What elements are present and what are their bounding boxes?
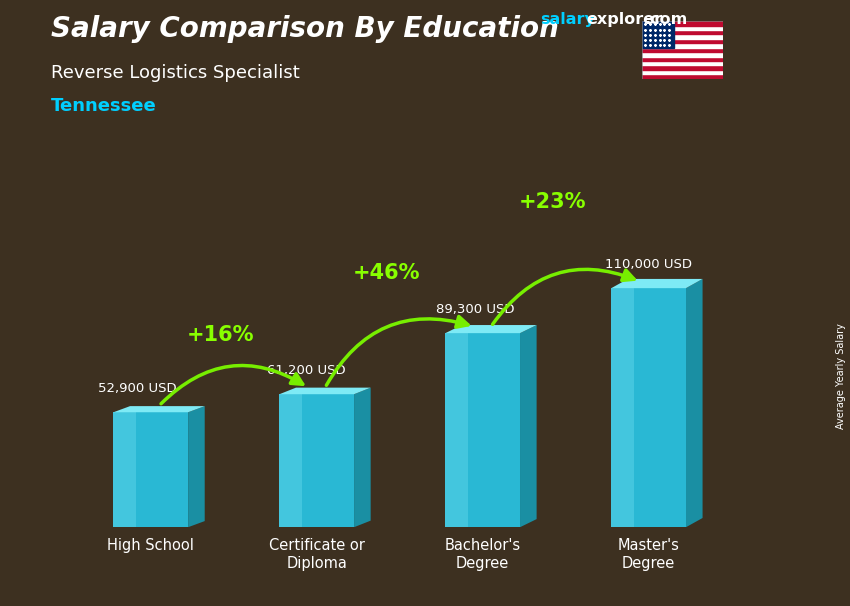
Bar bbox=[642, 25, 722, 30]
Polygon shape bbox=[611, 288, 686, 527]
Polygon shape bbox=[354, 388, 371, 527]
Polygon shape bbox=[445, 333, 468, 527]
Text: explorer: explorer bbox=[586, 12, 663, 27]
Text: Reverse Logistics Specialist: Reverse Logistics Specialist bbox=[51, 64, 300, 82]
Polygon shape bbox=[280, 395, 354, 527]
Bar bbox=[642, 52, 722, 56]
Text: 61,200 USD: 61,200 USD bbox=[267, 364, 346, 377]
Bar bbox=[642, 35, 722, 39]
Polygon shape bbox=[611, 288, 634, 527]
Text: +16%: +16% bbox=[187, 325, 254, 345]
Text: Salary Comparison By Education: Salary Comparison By Education bbox=[51, 15, 559, 43]
Polygon shape bbox=[280, 395, 302, 527]
Polygon shape bbox=[280, 388, 371, 395]
Bar bbox=[642, 30, 722, 35]
Text: .com: .com bbox=[644, 12, 688, 27]
Text: 89,300 USD: 89,300 USD bbox=[436, 303, 515, 316]
Text: Average Yearly Salary: Average Yearly Salary bbox=[836, 323, 846, 428]
Bar bbox=[642, 21, 674, 48]
Text: +46%: +46% bbox=[353, 262, 420, 282]
Polygon shape bbox=[686, 279, 703, 527]
Polygon shape bbox=[188, 406, 205, 527]
Text: 52,900 USD: 52,900 USD bbox=[98, 382, 176, 395]
Polygon shape bbox=[611, 279, 703, 288]
Polygon shape bbox=[520, 325, 536, 527]
Polygon shape bbox=[445, 333, 520, 527]
Polygon shape bbox=[113, 412, 136, 527]
Bar bbox=[642, 21, 722, 25]
Text: +23%: +23% bbox=[518, 193, 586, 213]
Bar bbox=[642, 39, 722, 44]
Text: salary: salary bbox=[540, 12, 595, 27]
Text: Tennessee: Tennessee bbox=[51, 97, 156, 115]
Text: 110,000 USD: 110,000 USD bbox=[605, 258, 692, 271]
Bar bbox=[642, 61, 722, 65]
Bar bbox=[642, 65, 722, 70]
Bar bbox=[642, 44, 722, 48]
Bar bbox=[642, 48, 722, 52]
Bar bbox=[642, 75, 722, 79]
Bar bbox=[642, 56, 722, 61]
Polygon shape bbox=[113, 412, 188, 527]
Polygon shape bbox=[113, 406, 205, 412]
Polygon shape bbox=[445, 325, 536, 333]
Bar bbox=[642, 70, 722, 75]
